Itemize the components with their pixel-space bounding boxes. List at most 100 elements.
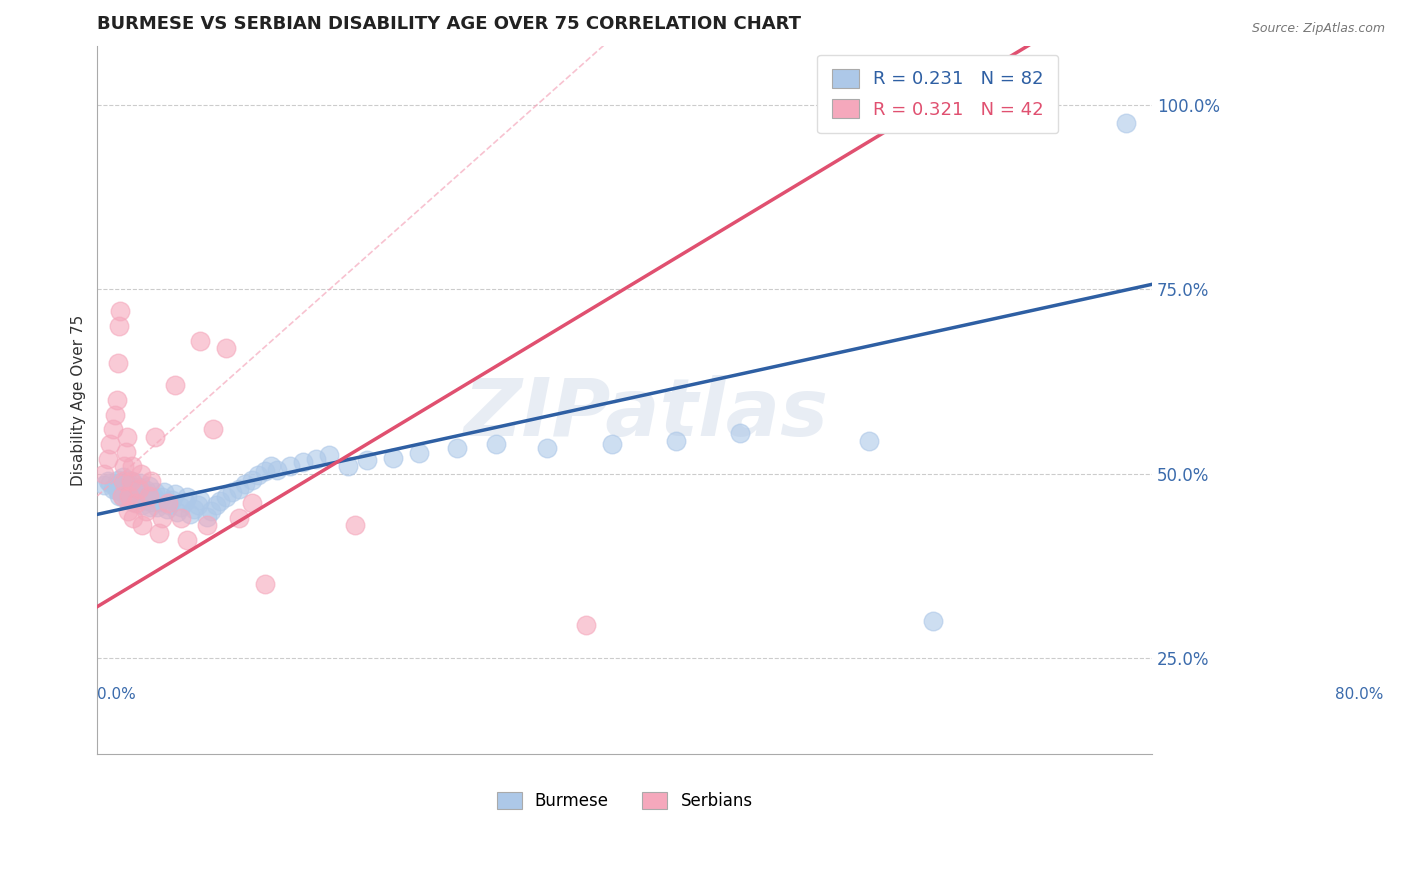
- Point: [343, 518, 366, 533]
- Point: [150, 491, 173, 505]
- Point: [112, 474, 135, 488]
- Point: [188, 492, 211, 507]
- Point: [215, 341, 238, 355]
- Point: [128, 482, 150, 496]
- Point: [142, 491, 165, 505]
- Point: [318, 448, 340, 462]
- Point: [1115, 116, 1137, 130]
- Point: [98, 437, 121, 451]
- Point: [145, 500, 167, 514]
- Point: [114, 477, 136, 491]
- Point: [408, 446, 430, 460]
- Point: [176, 533, 198, 548]
- Point: [125, 496, 148, 510]
- Point: [118, 489, 141, 503]
- Point: [228, 482, 250, 496]
- Point: [108, 319, 131, 334]
- Point: [117, 492, 139, 507]
- Point: [132, 492, 155, 507]
- Point: [120, 474, 142, 488]
- Point: [305, 452, 328, 467]
- Point: [141, 474, 163, 488]
- Point: [160, 492, 183, 507]
- Point: [105, 478, 128, 492]
- Point: [131, 518, 153, 533]
- Point: [111, 475, 134, 490]
- Point: [143, 430, 166, 444]
- Point: [134, 487, 156, 501]
- Point: [157, 496, 180, 510]
- Point: [292, 455, 315, 469]
- Point: [114, 482, 136, 496]
- Point: [157, 498, 180, 512]
- Point: [148, 525, 170, 540]
- Point: [98, 475, 121, 490]
- Point: [129, 467, 152, 481]
- Point: [922, 615, 945, 629]
- Point: [170, 511, 193, 525]
- Point: [131, 498, 153, 512]
- Point: [179, 508, 201, 522]
- Point: [138, 489, 160, 503]
- Point: [97, 452, 120, 467]
- Text: BURMESE VS SERBIAN DISABILITY AGE OVER 75 CORRELATION CHART: BURMESE VS SERBIAN DISABILITY AGE OVER 7…: [97, 15, 801, 33]
- Point: [141, 495, 163, 509]
- Point: [110, 304, 132, 318]
- Point: [107, 356, 129, 370]
- Point: [107, 473, 129, 487]
- Point: [112, 470, 135, 484]
- Point: [125, 491, 148, 505]
- Point: [110, 484, 132, 499]
- Point: [148, 495, 170, 509]
- Point: [127, 485, 149, 500]
- Point: [120, 478, 142, 492]
- Point: [114, 444, 136, 458]
- Text: 80.0%: 80.0%: [1334, 687, 1384, 702]
- Point: [536, 441, 558, 455]
- Point: [356, 453, 378, 467]
- Point: [208, 494, 231, 508]
- Point: [115, 430, 138, 444]
- Point: [228, 511, 250, 525]
- Point: [105, 392, 128, 407]
- Point: [665, 434, 688, 448]
- Point: [118, 483, 141, 497]
- Point: [104, 408, 127, 422]
- Point: [112, 486, 135, 500]
- Point: [163, 487, 186, 501]
- Legend: Burmese, Serbians: Burmese, Serbians: [489, 785, 759, 817]
- Point: [176, 491, 198, 505]
- Point: [153, 485, 176, 500]
- Point: [135, 503, 157, 517]
- Point: [110, 480, 132, 494]
- Point: [260, 459, 283, 474]
- Point: [278, 459, 301, 474]
- Point: [204, 499, 226, 513]
- Point: [337, 459, 360, 474]
- Point: [143, 485, 166, 500]
- Point: [202, 422, 225, 436]
- Point: [105, 483, 128, 497]
- Point: [93, 467, 115, 481]
- Point: [101, 482, 124, 496]
- Point: [253, 577, 276, 591]
- Point: [221, 485, 243, 500]
- Point: [166, 505, 188, 519]
- Point: [240, 473, 263, 487]
- Point: [485, 437, 508, 451]
- Point: [111, 489, 134, 503]
- Point: [93, 478, 115, 492]
- Point: [122, 495, 145, 509]
- Point: [128, 475, 150, 490]
- Point: [128, 480, 150, 494]
- Point: [156, 502, 179, 516]
- Text: Source: ZipAtlas.com: Source: ZipAtlas.com: [1251, 22, 1385, 36]
- Point: [135, 483, 157, 497]
- Y-axis label: Disability Age Over 75: Disability Age Over 75: [72, 314, 86, 485]
- Point: [101, 422, 124, 436]
- Point: [200, 503, 222, 517]
- Point: [247, 468, 270, 483]
- Text: ZIPatlas: ZIPatlas: [463, 376, 828, 453]
- Point: [117, 503, 139, 517]
- Point: [139, 500, 162, 514]
